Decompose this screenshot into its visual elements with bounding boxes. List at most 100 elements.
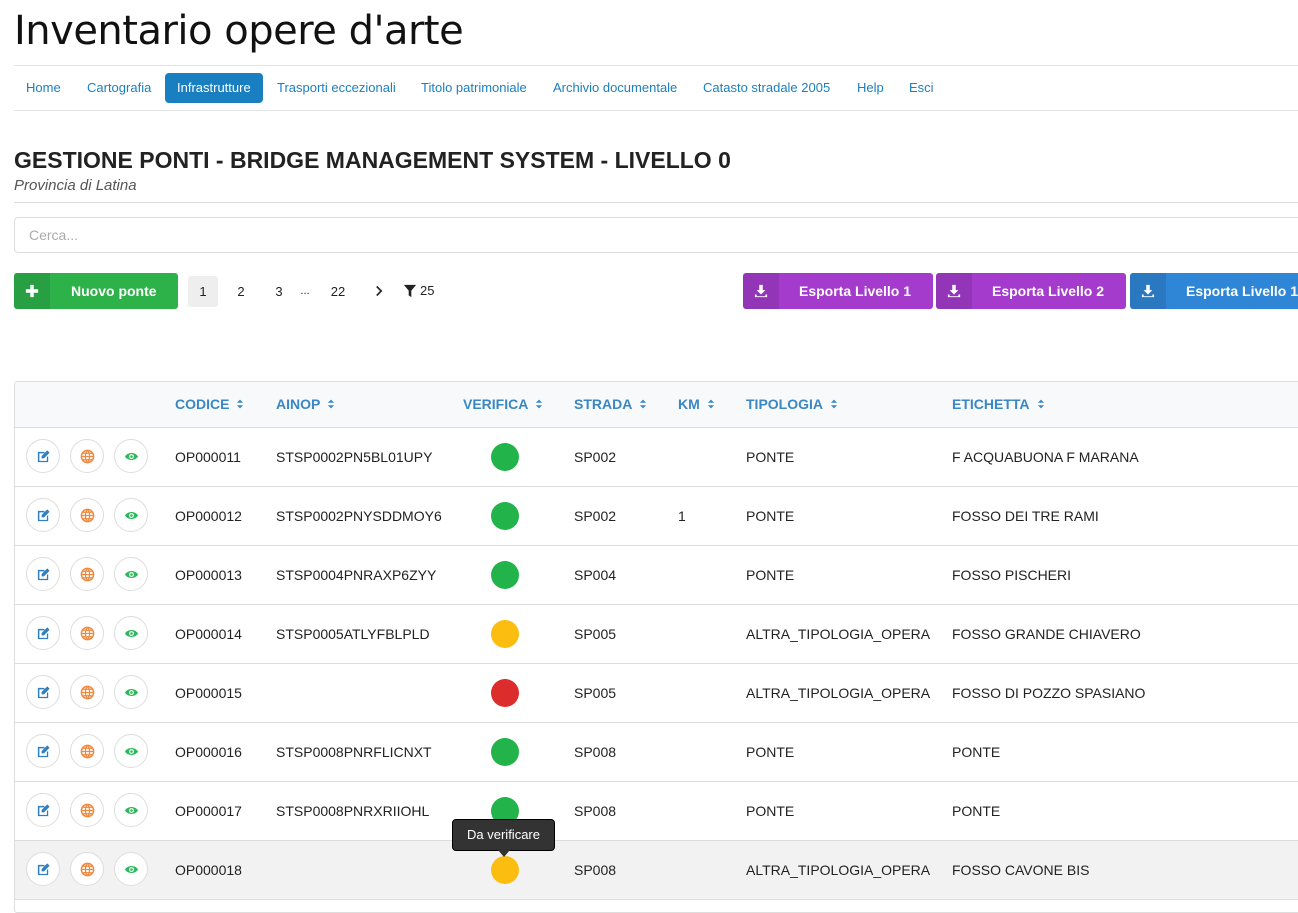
cell-strada: SP008 [574, 862, 617, 878]
cell-km: 1 [678, 508, 686, 524]
nav-link[interactable]: Infrastrutture [165, 73, 263, 103]
column-label: TIPOLOGIA [746, 396, 823, 412]
table-header: CODICE AINOP VERIFICA STRADA KM TIPOLOGIA ETIC… [15, 382, 1298, 428]
map-button[interactable] [70, 852, 104, 886]
edit-button[interactable] [26, 498, 60, 532]
nav-link[interactable]: Titolo patrimoniale [421, 80, 527, 95]
cell-codice: OP000018 [175, 862, 242, 878]
tooltip: Da verificare [452, 819, 555, 857]
column-header[interactable]: STRADA [574, 382, 648, 427]
page-link[interactable]: 2 [237, 284, 245, 299]
edit-button-glyph [37, 450, 50, 463]
edit-button[interactable] [26, 616, 60, 650]
cell-etichetta: FOSSO CAVONE BIS [952, 862, 1090, 878]
edit-button-glyph [37, 804, 50, 817]
export-button[interactable]: Esporta Livello 1 [1130, 273, 1298, 309]
nav-link[interactable]: Archivio documentale [553, 80, 678, 95]
edit-button-glyph [37, 863, 50, 876]
column-header[interactable]: CODICE [175, 382, 245, 427]
plus-glyph [25, 284, 39, 298]
view-button[interactable] [114, 734, 148, 768]
view-button[interactable] [114, 616, 148, 650]
download-glyph [754, 284, 768, 298]
nav-link[interactable]: Cartografia [87, 80, 152, 95]
view-button[interactable] [114, 852, 148, 886]
status-dot [491, 561, 519, 589]
view-button[interactable] [114, 498, 148, 532]
sort-icon [328, 399, 335, 409]
cell-tipologia: PONTE [746, 744, 795, 760]
cell-codice: OP000016 [175, 744, 242, 760]
view-button-glyph [124, 570, 139, 579]
view-button[interactable] [114, 793, 148, 827]
nav-link[interactable]: Catasto stradale 2005 [703, 80, 831, 95]
view-button-glyph [124, 747, 139, 756]
nav-link[interactable]: Help [857, 80, 884, 95]
view-button-glyph [124, 629, 139, 638]
map-button[interactable] [70, 734, 104, 768]
page-link[interactable]: 3 [275, 284, 283, 299]
view-button-glyph [124, 806, 139, 815]
map-button[interactable] [70, 439, 104, 473]
download-icon [1130, 273, 1166, 309]
table-row: OP000014 STSP0005ATLYFBLPLD SP005 ALTRA_TIP… [15, 605, 1298, 664]
nav-link[interactable]: Home [26, 80, 61, 95]
edit-button[interactable] [26, 557, 60, 591]
edit-button-glyph [37, 568, 50, 581]
map-button[interactable] [70, 675, 104, 709]
cell-etichetta: F ACQUABUONA F MARANA [952, 449, 1139, 465]
map-button[interactable] [70, 557, 104, 591]
status-dot [491, 502, 519, 530]
cell-tipologia: ALTRA_TIPOLOGIA_OPERA [746, 626, 931, 642]
edit-button[interactable] [26, 439, 60, 473]
edit-button[interactable] [26, 734, 60, 768]
cell-codice: OP000012 [175, 508, 242, 524]
page-title: GESTIONE PONTI - BRIDGE MANAGEMENT SYSTE… [14, 147, 731, 173]
edit-button[interactable] [26, 793, 60, 827]
map-button[interactable] [70, 793, 104, 827]
column-header[interactable]: ETICHETTA [952, 382, 1046, 427]
view-button[interactable] [114, 675, 148, 709]
table-row: OP000018 SP008 ALTRA_TIPOLOGIA_OPERA FOSSO … [15, 841, 1298, 900]
edit-button[interactable] [26, 675, 60, 709]
sort-icon [830, 399, 838, 409]
cell-ainop: STSP0002PNYSDDMOY6 [276, 508, 442, 524]
column-header[interactable]: KM [678, 382, 716, 427]
search-input[interactable]: Cerca... [14, 217, 1298, 253]
app-title: Inventario opere d'arte [14, 8, 464, 54]
page-size[interactable]: 25 [420, 283, 435, 298]
cell-etichetta: FOSSO DEI TRE RAMI [952, 508, 1099, 524]
nav-link[interactable]: Esci [909, 80, 934, 95]
table-row: OP000013 STSP0004PNRAXP6ZYY SP004 PONTE FOSS… [15, 546, 1298, 605]
nav-link[interactable]: Trasporti eccezionali [277, 80, 396, 95]
cell-strada: SP005 [574, 626, 617, 642]
edit-button[interactable] [26, 852, 60, 886]
map-button[interactable] [70, 498, 104, 532]
column-header[interactable]: VERIFICA [463, 382, 544, 427]
page-link[interactable]: 22 [330, 284, 346, 299]
cell-tipologia: ALTRA_TIPOLOGIA_OPERA [746, 862, 931, 878]
cell-ainop: STSP0004PNRAXP6ZYY [276, 567, 437, 583]
edit-button-glyph [37, 627, 50, 640]
download-glyph [1141, 284, 1155, 298]
cell-tipologia: PONTE [746, 567, 795, 583]
view-button[interactable] [114, 439, 148, 473]
cell-strada: SP002 [574, 449, 617, 465]
cell-tipologia: PONTE [746, 803, 795, 819]
export-button[interactable]: Esporta Livello 2 [936, 273, 1126, 309]
download-glyph [947, 284, 961, 298]
column-header[interactable]: TIPOLOGIA [746, 382, 839, 427]
edit-button-glyph [37, 686, 50, 699]
page-link[interactable]: 1 [188, 276, 218, 307]
new-button[interactable]: Nuovo ponte [14, 273, 178, 309]
export-label: Esporta Livello 2 [992, 283, 1105, 299]
map-button[interactable] [70, 616, 104, 650]
view-button[interactable] [114, 557, 148, 591]
cell-codice: OP000014 [175, 626, 242, 642]
table-row: OP000011 STSP0002PN5BL01UPY SP002 PONTE F AC… [15, 428, 1298, 487]
download-icon [936, 273, 972, 309]
column-label: CODICE [175, 396, 230, 412]
column-header[interactable]: AINOP [276, 382, 336, 427]
export-button[interactable]: Esporta Livello 1 [743, 273, 933, 309]
